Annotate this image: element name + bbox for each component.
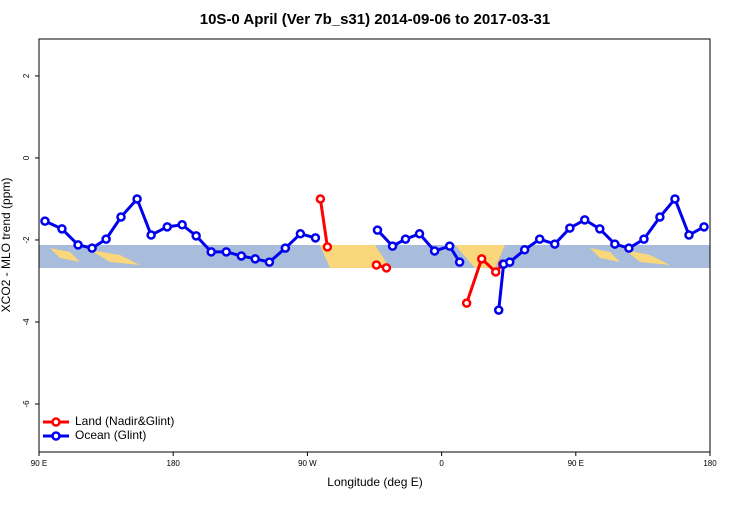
chart-title: 10S-0 April (Ver 7b_s31) 2014-09-06 to 2… bbox=[200, 11, 550, 28]
data-point bbox=[429, 246, 440, 256]
data-point bbox=[250, 254, 260, 264]
data-point bbox=[40, 216, 50, 226]
x-tick-label: 90 E bbox=[568, 459, 584, 468]
data-point bbox=[550, 239, 560, 249]
data-point bbox=[73, 240, 83, 250]
x-tick-label: 90 E bbox=[31, 459, 47, 468]
data-point bbox=[579, 215, 590, 225]
data-point bbox=[639, 234, 649, 244]
data-point bbox=[162, 222, 172, 232]
data-point bbox=[534, 234, 545, 244]
y-tick-label: 0 bbox=[22, 155, 31, 160]
data-point bbox=[264, 257, 275, 267]
data-point bbox=[372, 225, 383, 235]
data-point bbox=[132, 194, 142, 204]
data-point bbox=[310, 233, 321, 243]
data-point bbox=[87, 243, 97, 253]
data-point bbox=[699, 222, 709, 232]
data-point bbox=[476, 254, 487, 264]
data-point bbox=[146, 230, 156, 240]
x-tick-label: 180 bbox=[703, 459, 717, 468]
legend-marker bbox=[51, 431, 61, 441]
y-tick-label: 2 bbox=[22, 73, 31, 78]
data-point bbox=[315, 194, 326, 204]
data-point bbox=[670, 194, 680, 204]
data-point bbox=[57, 224, 67, 234]
data-point bbox=[236, 251, 247, 261]
x-tick-label: 0 bbox=[439, 459, 444, 468]
data-point bbox=[461, 298, 472, 308]
data-point bbox=[295, 229, 306, 239]
y-tick-label: -4 bbox=[22, 318, 31, 326]
data-point bbox=[101, 234, 111, 244]
legend-label: Ocean (Glint) bbox=[75, 428, 146, 442]
data-point bbox=[490, 267, 501, 277]
data-point bbox=[116, 212, 126, 222]
data-point bbox=[371, 260, 382, 270]
legend-label: Land (Nadir&Glint) bbox=[75, 414, 174, 428]
x-tick-label: 90 W bbox=[298, 459, 317, 468]
data-point bbox=[595, 224, 605, 234]
data-point bbox=[206, 247, 216, 257]
data-point bbox=[519, 245, 530, 255]
data-point bbox=[655, 212, 665, 222]
data-point bbox=[684, 230, 694, 240]
data-point bbox=[565, 223, 575, 233]
data-point bbox=[400, 234, 411, 244]
data-point bbox=[280, 243, 291, 253]
data-point bbox=[454, 257, 465, 267]
data-point bbox=[221, 247, 232, 257]
data-point bbox=[322, 242, 333, 252]
x-axis-label: Longitude (deg E) bbox=[327, 475, 422, 489]
data-point bbox=[504, 257, 515, 267]
y-tick-label: -6 bbox=[22, 400, 31, 408]
data-point bbox=[177, 220, 187, 230]
y-tick-label: -2 bbox=[22, 236, 31, 244]
data-point bbox=[387, 241, 398, 251]
x-tick-label: 180 bbox=[167, 459, 181, 468]
plot-frame bbox=[38, 38, 711, 453]
data-point bbox=[493, 305, 504, 315]
data-point bbox=[624, 243, 634, 253]
legend-marker bbox=[51, 417, 61, 427]
data-point bbox=[610, 239, 620, 249]
data-point bbox=[414, 229, 425, 239]
data-point bbox=[191, 231, 201, 241]
y-axis-label: XCO2 - MLO trend (ppm) bbox=[0, 178, 13, 313]
data-point bbox=[381, 263, 392, 273]
data-point bbox=[444, 241, 455, 251]
